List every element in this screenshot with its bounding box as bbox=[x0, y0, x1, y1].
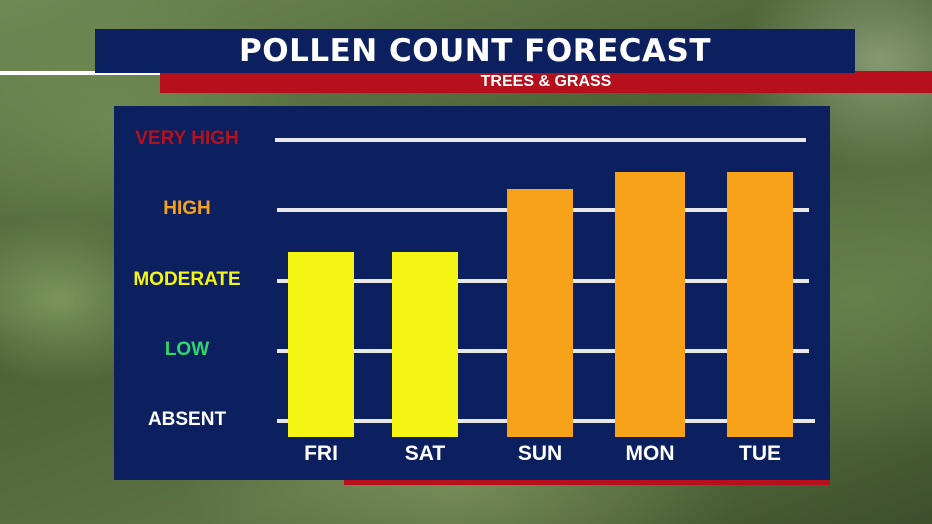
day-label-tue: TUE bbox=[739, 442, 781, 465]
bar-mon bbox=[615, 171, 685, 437]
chart-panel bbox=[114, 106, 830, 480]
chart-title: POLLEN COUNT FORECAST bbox=[95, 29, 855, 73]
bar-sat bbox=[392, 252, 458, 437]
level-label-very-high: VERY HIGH bbox=[135, 128, 239, 149]
day-label-sat: SAT bbox=[404, 442, 446, 465]
level-label-moderate: MODERATE bbox=[133, 268, 241, 290]
day-label-fri: FRI bbox=[304, 442, 338, 465]
level-label-high: HIGH bbox=[163, 198, 211, 220]
day-label-mon: MON bbox=[625, 442, 675, 465]
level-label-low: LOW bbox=[164, 338, 210, 360]
gridline-very-high bbox=[275, 138, 806, 142]
bar-fri bbox=[288, 252, 354, 437]
day-label-sun: SUN bbox=[517, 442, 563, 465]
bar-tue bbox=[727, 171, 793, 437]
accent-stripe bbox=[0, 71, 170, 75]
subtitle-bar: TREES & GRASS bbox=[160, 71, 932, 93]
level-label-absent: ABSENT bbox=[147, 409, 227, 430]
panel-accent-stripe bbox=[344, 480, 830, 485]
bar-sun bbox=[507, 189, 573, 437]
